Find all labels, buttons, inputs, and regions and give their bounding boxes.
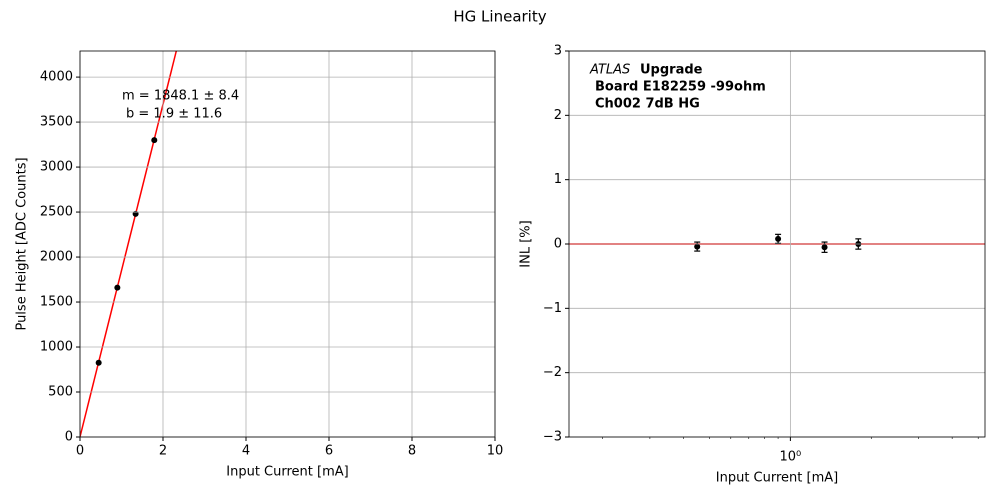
x-tick-label: 0 (76, 444, 84, 459)
y-tick-label: 1500 (40, 295, 73, 310)
x-axis-label: Input Current [mA] (716, 471, 838, 486)
annotation-italic: ATLAS (589, 63, 630, 78)
y-tick-label: −1 (543, 301, 562, 316)
data-point (151, 137, 158, 144)
y-tick-label: 3500 (40, 115, 73, 130)
data-point (775, 235, 782, 242)
y-tick-label: 2000 (40, 250, 73, 265)
x-tick-label: 8 (408, 444, 416, 459)
data-point (694, 243, 701, 250)
fit-annotation: b = 1.9 ± 11.6 (126, 107, 222, 122)
y-axis-label: INL [%] (519, 220, 534, 267)
y-tick-label: 0 (65, 430, 73, 445)
y-tick-label: 3 (554, 44, 562, 59)
y-tick-label: 4000 (40, 70, 73, 85)
y-tick-label: 1000 (40, 340, 73, 355)
x-tick-label: 2 (159, 444, 167, 459)
y-tick-label: 3000 (40, 160, 73, 175)
x-tick-label: 6 (325, 444, 333, 459)
y-tick-label: 1 (554, 172, 562, 187)
fit-annotation: m = 1848.1 ± 8.4 (122, 89, 239, 104)
data-point (95, 359, 102, 366)
axes-frame (79, 50, 496, 438)
figure-title: HG Linearity (453, 8, 546, 26)
y-tick-label: 2 (554, 108, 562, 123)
data-point (114, 284, 121, 291)
axes-frame (568, 50, 986, 438)
annotation-bold: Upgrade (640, 63, 703, 78)
y-tick-label: −2 (543, 365, 562, 380)
y-tick-label: 0 (554, 237, 562, 252)
data-point (821, 244, 828, 251)
annotation-line: Ch002 7dB HG (595, 97, 700, 112)
x-tick-label: 10 (487, 444, 504, 459)
annotation-line: Board E182259 -99ohm (595, 80, 766, 95)
y-axis-label: Pulse Height [ADC Counts] (15, 157, 30, 330)
x-tick-label: 10⁰ (780, 450, 802, 465)
y-tick-label: −3 (543, 430, 562, 445)
x-tick-label: 4 (242, 444, 250, 459)
y-tick-label: 2500 (40, 205, 73, 220)
y-tick-label: 500 (48, 385, 73, 400)
x-axis-label: Input Current [mA] (226, 465, 348, 480)
